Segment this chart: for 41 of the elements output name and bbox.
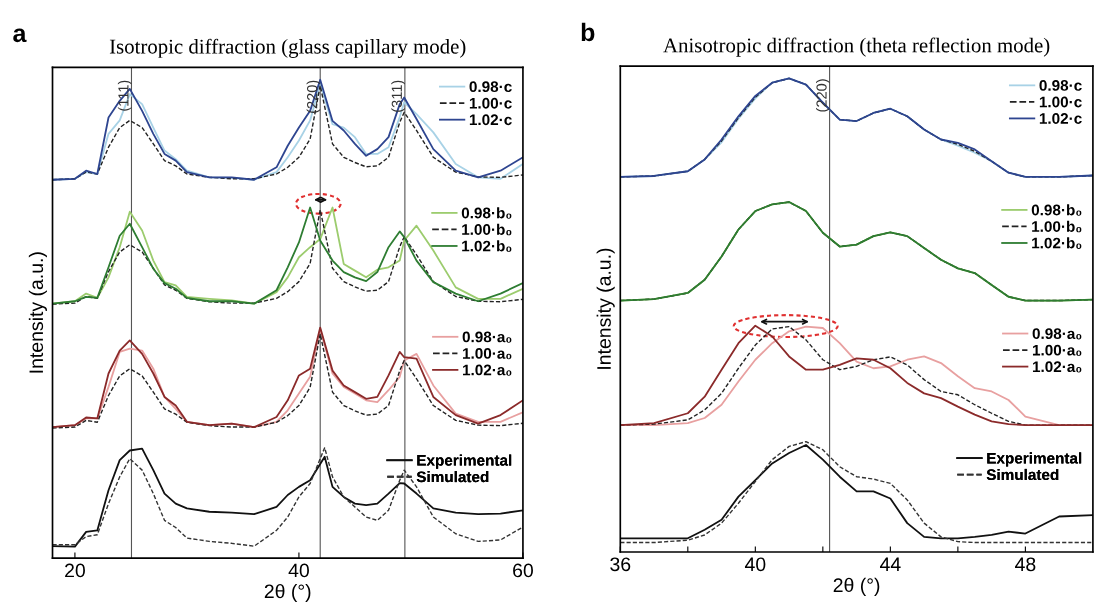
legend-label: 1.00·b₀ bbox=[1032, 220, 1082, 233]
legend-label: Experimental bbox=[987, 452, 1082, 467]
x-tick-label: 60 bbox=[513, 563, 533, 578]
legend-label: 0.98·c bbox=[469, 81, 512, 93]
x-tick-label: 40 bbox=[744, 557, 766, 572]
legend-label: 1.02·a₀ bbox=[1032, 361, 1082, 373]
legend-label: Experimental bbox=[417, 454, 512, 469]
legend-label: 1.00·b₀ bbox=[462, 223, 512, 236]
legend-label: 0.98·b₀ bbox=[1031, 204, 1082, 216]
legend-label: 1.02·b₀ bbox=[1032, 237, 1082, 249]
legend-label: Simulated bbox=[416, 471, 489, 483]
annotation: (311) bbox=[391, 80, 405, 112]
annotation: (220) bbox=[306, 80, 321, 113]
x-tick-label: 20 bbox=[65, 563, 85, 578]
chart-title: Anisotropic diffraction (theta reflection mode) bbox=[663, 37, 1050, 57]
x-tick-label: 40 bbox=[288, 563, 309, 578]
chart-title: Isotropic diffraction (glass capillary mode) bbox=[109, 38, 466, 58]
legend-label: 0.98·c bbox=[1039, 80, 1082, 91]
text: b bbox=[581, 22, 595, 42]
text: a bbox=[13, 28, 27, 43]
annotation: (220) bbox=[816, 79, 830, 112]
annotation: (111) bbox=[117, 80, 132, 111]
legend-label: 1.02·a₀ bbox=[463, 364, 512, 376]
y-axis-title: Intensity (a.u.) bbox=[28, 252, 47, 373]
x-tick-label: 44 bbox=[879, 557, 901, 571]
legend-label: 0.98·b₀ bbox=[461, 207, 512, 219]
y-axis-title: Intensity (a.u.) bbox=[596, 248, 615, 369]
x-tick-label: 36 bbox=[610, 557, 631, 572]
legend-label: 1.02·c bbox=[1039, 113, 1082, 124]
legend-label: 1.00·c bbox=[469, 97, 512, 109]
legend-label: 0.98·a₀ bbox=[462, 331, 512, 343]
x-axis-title: 2θ (°) bbox=[833, 577, 880, 596]
legend-label: 1.00·c bbox=[1039, 96, 1082, 108]
legend-label: 1.00·a₀ bbox=[1032, 344, 1082, 356]
legend-label: 1.02·b₀ bbox=[462, 240, 512, 252]
legend-label: 1.02·c bbox=[469, 114, 512, 126]
legend-label: Simulated bbox=[986, 468, 1059, 481]
legend-label: 1.00·a₀ bbox=[463, 348, 512, 360]
x-tick-label: 48 bbox=[1015, 557, 1036, 572]
x-axis-title: 2θ (°) bbox=[264, 583, 311, 603]
legend-label: 0.98·a₀ bbox=[1032, 328, 1082, 340]
